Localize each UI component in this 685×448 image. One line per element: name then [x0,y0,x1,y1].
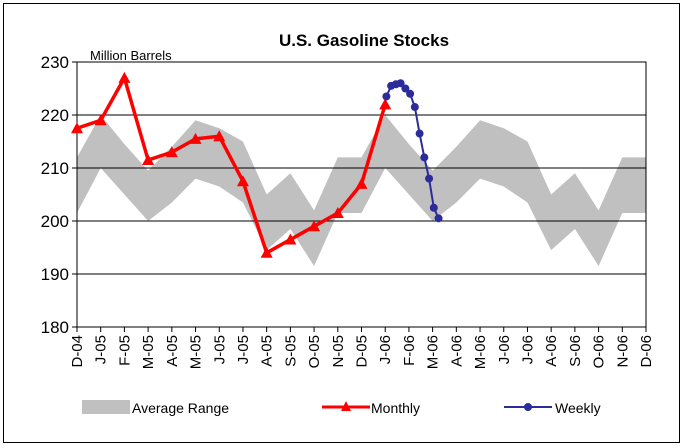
monthly-series [71,71,392,258]
x-tick-label: J-05 [93,335,110,364]
monthly-point [71,122,83,134]
x-tick-label: J-06 [496,335,513,364]
monthly-point [236,175,249,187]
weekly-point [406,89,415,98]
legend-marker-monthly [341,401,351,411]
weekly-point [396,79,405,88]
x-tick-label: N-05 [330,335,347,368]
x-tick-label: S-06 [567,335,584,367]
x-tick-label: M-06 [472,335,489,369]
x-tick-label: O-06 [591,335,608,368]
legend: Average Range Monthly Weekly [82,400,601,416]
x-tick-label: O-05 [306,335,323,368]
x-tick-label: M-05 [140,335,157,369]
x-tick-label: A-06 [543,335,560,367]
x-tick-label: M-06 [425,335,442,369]
weekly-point [410,103,419,112]
monthly-point [118,71,131,83]
monthly-point [308,220,321,232]
axes [72,61,647,332]
monthly-point [379,98,392,110]
monthly-point [284,233,297,245]
x-tick-labels: D-04 J-05 F-05 M-05 A-05 M-05 J-05 J-05 A-05 S-05… [69,335,655,369]
legend-swatch-average-range [82,400,130,414]
legend-label-monthly: Monthly [371,400,420,416]
x-tick-label: N-06 [614,335,631,368]
x-tick-label: D-04 [69,335,86,368]
y-tick-label: 210 [41,159,69,178]
x-tick-label: J-05 [235,335,252,364]
y-tick-label: 180 [41,318,69,337]
x-tick-label: A-05 [259,335,276,367]
weekly-point [401,84,410,93]
y-tick-label: 200 [41,212,69,231]
x-tick-label: A-05 [164,335,181,367]
y-tick-label: 220 [41,106,69,125]
monthly-point [189,132,202,144]
x-tick-label: D-05 [354,335,371,368]
x-tick-label: A-06 [448,335,465,367]
monthly-point [331,207,344,219]
y-tick-label: 230 [41,53,69,72]
monthly-point [165,146,178,158]
chart-frame: U.S. Gasoline Stocks Million Barrels 180… [3,3,680,443]
weekly-point [420,153,429,162]
monthly-point [260,246,273,258]
monthly-point [142,154,155,166]
weekly-point [425,174,434,183]
monthly-point [355,177,368,189]
chart-title: U.S. Gasoline Stocks [279,31,449,50]
weekly-series [382,79,443,223]
monthly-point [94,114,107,126]
x-tick-label: J-06 [377,335,394,364]
average-range-band [77,115,646,267]
legend-label-weekly: Weekly [555,400,601,416]
x-tick-label: M-05 [188,335,205,369]
x-tick-label: J-06 [519,335,536,364]
x-tick-label: J-05 [211,335,228,364]
x-tick-label: D-06 [638,335,655,368]
legend-label-average-range: Average Range [132,400,229,416]
average-range-area [77,115,646,267]
x-tick-label: S-05 [282,335,299,367]
y-tick-labels: 180 190 200 210 220 230 [41,53,69,337]
x-tick-label: F-05 [116,335,133,366]
x-tick-label: F-06 [401,335,418,366]
gasoline-stocks-chart: U.S. Gasoline Stocks Million Barrels 180… [41,31,655,416]
legend-marker-weekly [524,403,532,411]
y-tick-label: 190 [41,265,69,284]
weekly-point [415,129,424,138]
y-axis-units-label: Million Barrels [90,48,172,63]
weekly-point [434,214,443,223]
monthly-point [213,130,226,142]
weekly-point [429,203,438,212]
weekly-point [382,92,391,101]
